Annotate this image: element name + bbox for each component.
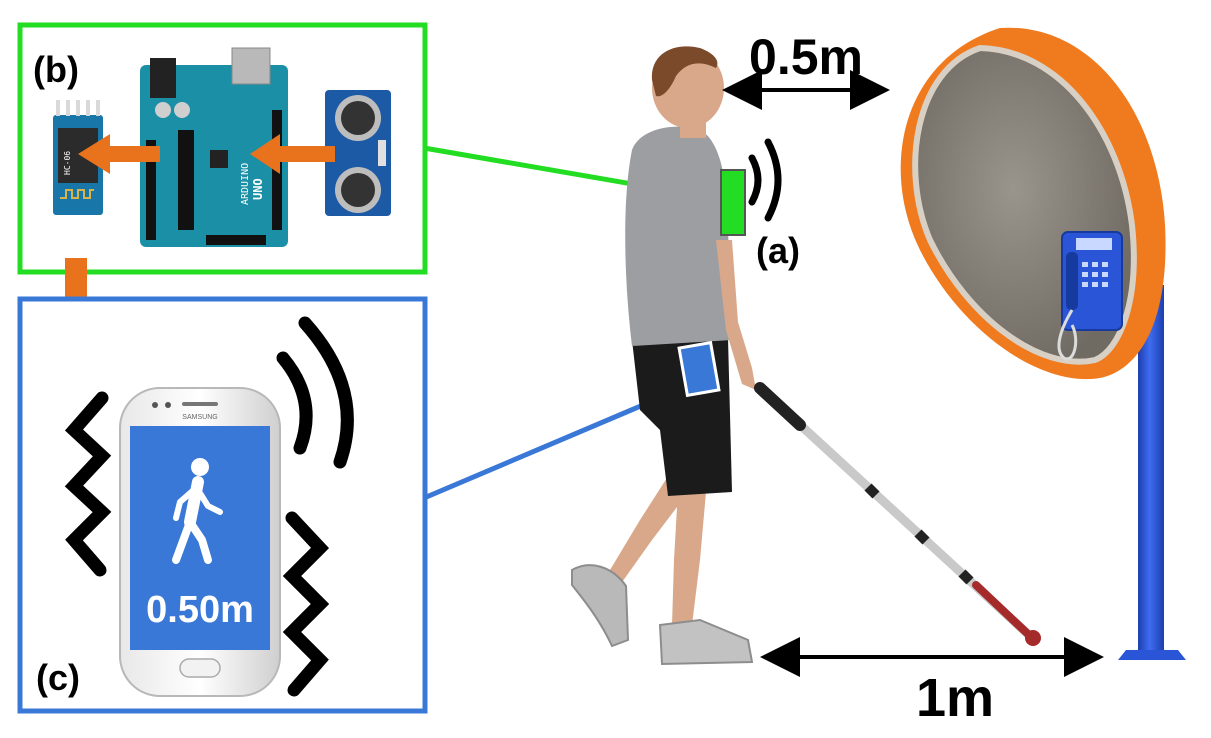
walking-person: [571, 46, 756, 666]
vibration-left-icon: [64, 391, 112, 577]
flow-arrow-sensor-to-arduino: [250, 134, 335, 174]
ultrasonic-sensor-mount: [720, 169, 746, 236]
vibration-right-icon: [282, 511, 330, 697]
distance-label-head: 0.5m: [749, 29, 863, 85]
sensor-signal-icon: [748, 138, 782, 222]
bluetooth-module-text: HC-06: [63, 151, 72, 175]
white-cane: [754, 382, 1041, 646]
sensor-panel: (b) HC-06 ARDUINO UNO: [17, 22, 428, 275]
phone-mount: [677, 340, 721, 398]
flow-arrow-arduino-to-bluetooth: [78, 134, 160, 174]
label-b: (b): [33, 49, 79, 90]
arduino-board: ARDUINO UNO: [140, 47, 288, 247]
ultrasonic-sensor: [325, 90, 391, 216]
arduino-model-text: UNO: [251, 178, 265, 200]
label-a: (a): [756, 230, 800, 271]
smartphone: SAMSUNG 0.50m: [119, 387, 281, 697]
phone-home-button: [179, 658, 221, 678]
phone-booth: [900, 27, 1186, 660]
phone-panel: (c) SAMSUNG 0: [17, 296, 428, 714]
phone-brand: SAMSUNG: [182, 414, 217, 421]
label-c: (c): [36, 657, 80, 698]
arduino-board-text: ARDUINO: [240, 163, 251, 205]
wireless-signal-icon: [276, 316, 354, 469]
phone-distance-readout: 0.50m: [146, 589, 254, 631]
pedestrian-icon: [172, 458, 223, 564]
payphone: [1057, 231, 1123, 361]
distance-label-ground: 1m: [916, 668, 994, 728]
